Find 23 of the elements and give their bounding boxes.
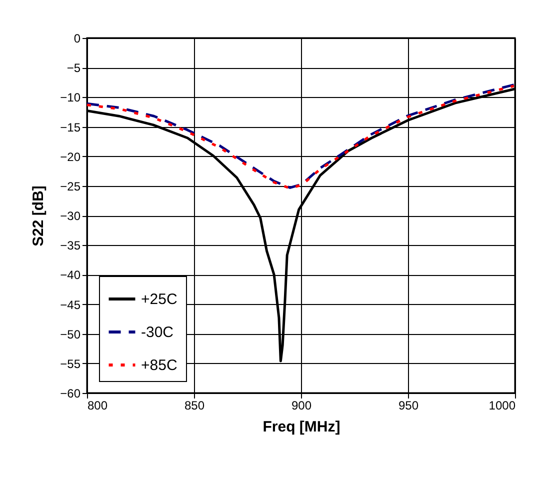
x-tick-label: 950 (398, 398, 419, 412)
x-tick-label: 1000 (488, 398, 516, 412)
legend-label: -30C (141, 324, 174, 341)
y-tick-label: −5 (66, 61, 81, 76)
y-tick-label: −55 (60, 356, 81, 371)
y-tick-label: −60 (60, 386, 81, 400)
y-tick-label: −35 (60, 238, 81, 253)
y-tick-label: −10 (60, 90, 81, 105)
y-axis-title: S22 [dB] (30, 186, 48, 246)
x-axis-title: Freq [MHz] (262, 418, 340, 436)
y-tick-label: −25 (60, 179, 81, 194)
y-tick-label: −15 (60, 120, 81, 134)
y-tick-label: −40 (60, 268, 81, 282)
y-tick-label: −20 (60, 150, 81, 164)
y-tick-label: −30 (60, 209, 81, 223)
y-tick-label: −45 (60, 298, 81, 312)
y-tick-label: −50 (60, 327, 81, 342)
y-tick-label: 0 (74, 32, 81, 46)
x-tick-label: 900 (291, 398, 312, 412)
x-tick-label: 850 (184, 398, 205, 412)
legend-label: +25C (141, 291, 178, 308)
x-tick-label: 800 (88, 398, 108, 412)
legend-label: +85C (141, 357, 178, 374)
